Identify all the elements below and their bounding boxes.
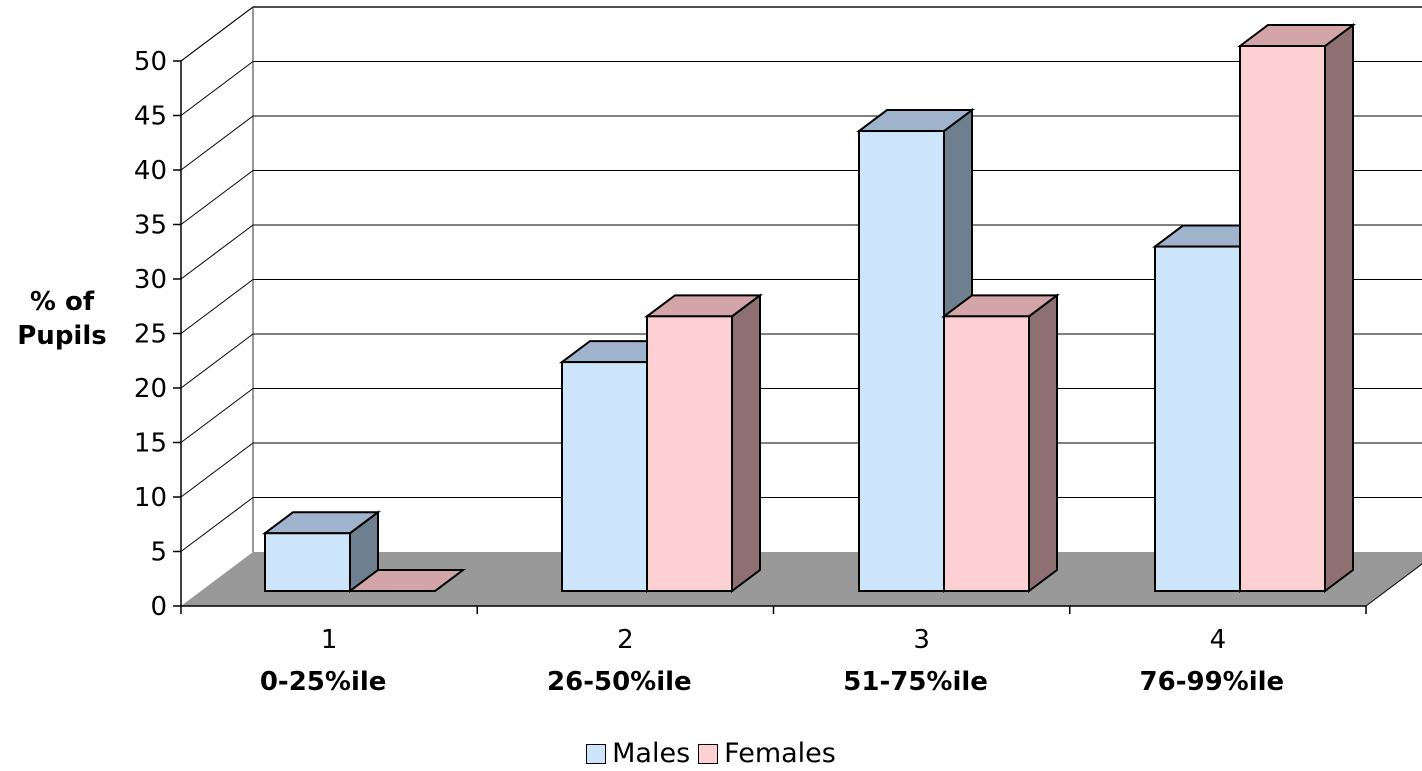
bar-females-3	[941, 293, 1060, 593]
gridline-side	[180, 388, 254, 443]
x-category-label: 0-25%ile	[260, 667, 387, 697]
bar-females-2-side	[731, 293, 761, 593]
gridline-side	[180, 442, 254, 498]
legend-label-males: Males	[612, 738, 691, 769]
bar-males-2-front	[561, 361, 648, 592]
x-tick-label: 4	[1210, 625, 1227, 655]
gridline-side	[180, 224, 254, 280]
y-axis: 0 5 10 15 20 25 30 35 40 45 50	[134, 6, 254, 622]
x-axis: 1 0-25%ile 2 26-50%ile 3 51-75%ile 4 76-99%ile	[180, 563, 1422, 697]
gridline-side	[180, 497, 254, 552]
y-tick-label: 5	[150, 538, 167, 568]
y-tick-label: 10	[134, 483, 167, 513]
y-tick-label: 15	[134, 429, 167, 459]
y-tick-label: 0	[150, 592, 167, 622]
legend-swatch-females	[698, 743, 719, 764]
x-category-label: 26-50%ile	[547, 667, 692, 697]
floor-plane	[181, 552, 1422, 606]
y-tick-label: 35	[134, 211, 167, 241]
bar-females-4-front	[1239, 45, 1326, 592]
bar-females-1	[347, 569, 466, 592]
x-tick-label: 2	[617, 625, 634, 655]
y-axis-title-line-2: Pupils	[17, 321, 106, 351]
x-tick-label: 3	[913, 625, 930, 655]
bar-males-4-front	[1154, 245, 1241, 592]
x-tick-label: 1	[321, 625, 338, 655]
y-axis-top-diagonal	[180, 6, 254, 62]
x-category-label: 76-99%ile	[1140, 667, 1285, 697]
legend-label-females: Females	[724, 738, 836, 769]
y-tick-label: 50	[134, 47, 167, 77]
x-axis-right-diagonal	[1365, 563, 1422, 607]
bar-males-1	[262, 510, 381, 593]
bar-males-3-front	[858, 130, 945, 593]
y-tick-label: 30	[134, 265, 167, 295]
legend-item-females: Females	[698, 738, 836, 769]
bar-females-2-front	[646, 315, 733, 592]
gridline-side	[180, 279, 254, 334]
y-tick-label: 20	[134, 374, 167, 404]
bar-females-3-front	[943, 315, 1030, 592]
y-tick-label: 25	[134, 320, 167, 350]
bar-chart-3d: 0 5 10 15 20 25 30 35 40 45 50 1 0-25%ile 2 26-50%ile…	[17, 6, 1422, 697]
y-axis-title-line-1: % of	[30, 287, 95, 317]
bars	[262, 23, 1356, 593]
gridline-side	[180, 333, 254, 389]
legend-swatch-males	[586, 743, 607, 764]
gridline-side	[180, 115, 254, 171]
legend-item-males: Males	[586, 738, 690, 769]
chart-floor	[181, 552, 1422, 606]
bar-females-4	[1237, 23, 1356, 593]
gridline-side	[180, 170, 254, 225]
y-tick-label: 40	[134, 156, 167, 186]
bar-females-1-top	[347, 569, 466, 592]
y-tick-label: 45	[134, 102, 167, 132]
bar-females-3-side	[1028, 293, 1058, 593]
bar-females-4-side	[1324, 23, 1354, 593]
legend: Males Females	[0, 738, 1422, 769]
bar-males-1-front	[264, 532, 351, 592]
bar-females-2	[644, 293, 763, 593]
gridline-side	[180, 61, 254, 116]
x-category-label: 51-75%ile	[843, 667, 988, 697]
